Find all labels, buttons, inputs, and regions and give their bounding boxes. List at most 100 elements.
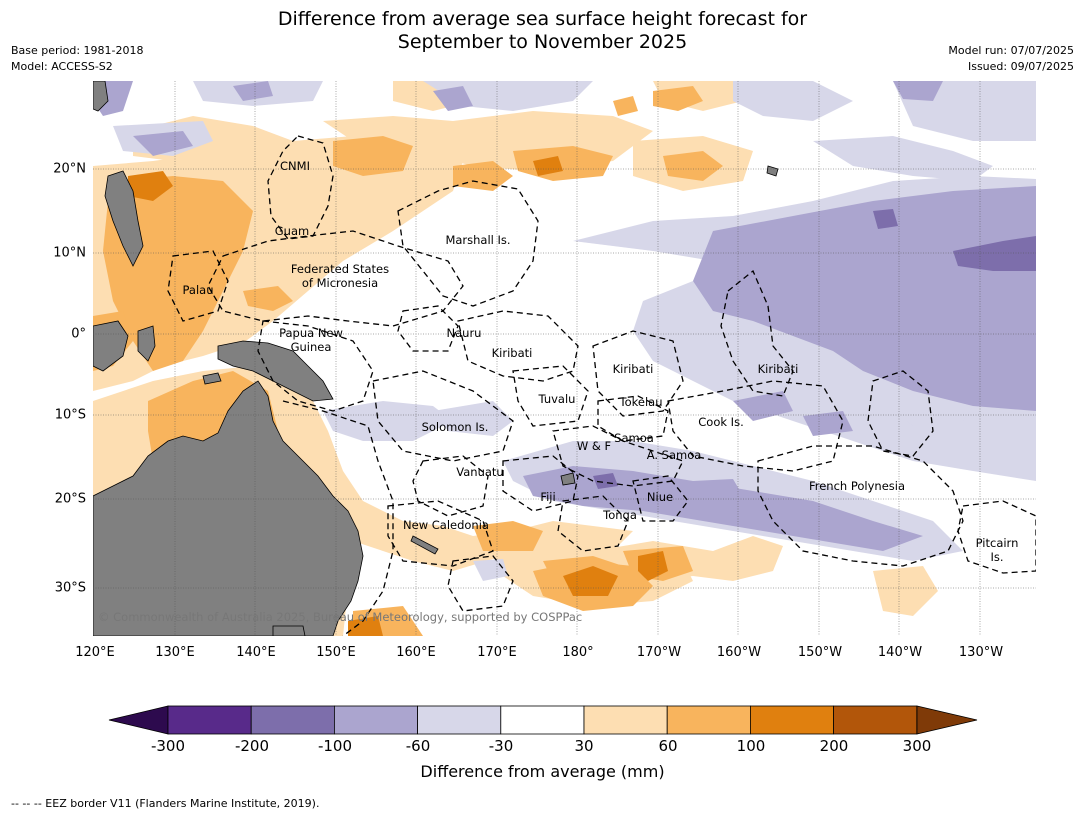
australia [93, 380, 364, 636]
label-cook: Cook Is. [698, 415, 743, 429]
label-fiji: Fiji [540, 490, 555, 504]
lon-tick-140e: 140°E [236, 645, 276, 660]
eez-legend-note: -- -- -- EEZ border V11 (Flanders Marine… [11, 797, 320, 810]
borneo [93, 320, 129, 372]
label-marshall: Marshall Is. [445, 233, 510, 247]
fiji [560, 472, 576, 486]
eez-tonga [557, 495, 629, 552]
colorbar-segment [833, 705, 918, 735]
label-tuvalu: Tuvalu [538, 392, 576, 406]
label-fsm-1: Federated States [291, 262, 389, 276]
colorbar-segment [250, 705, 335, 735]
base-period: Base period: 1981-2018 [11, 44, 144, 57]
lat-tick-20s: 20°S [54, 491, 86, 507]
lat-tick-10s: 10°S [54, 407, 86, 423]
label-wf: W & F [577, 439, 611, 453]
issued-date: Issued: 09/07/2025 [967, 60, 1074, 73]
colorbar-segment [583, 705, 668, 735]
model-run: Model run: 07/07/2025 [948, 44, 1074, 57]
label-tokelau: Tokelau [619, 395, 663, 409]
eez-kiribati-e [720, 269, 794, 397]
region-labels: CNMI Guam Marshall Is. Federated States … [183, 159, 1019, 564]
label-frpoly: French Polynesia [809, 479, 905, 493]
eez-tokelau [597, 395, 669, 442]
cb-label-60: 60 [658, 737, 678, 755]
tasmania [272, 625, 306, 636]
eez-vanuatu [412, 455, 489, 517]
lon-tick-140w: 140°W [877, 645, 923, 660]
colorbar-segment [666, 705, 751, 735]
label-kiribati-w: Kiribati [492, 346, 533, 360]
sea-surface-height-map: CNMI Guam Marshall Is. Federated States … [93, 81, 1036, 636]
eez-kiribati-w [457, 310, 579, 382]
anomaly-neg-60-100 [93, 81, 1036, 551]
colorbar-extend-low [108, 705, 169, 735]
sulawesi [137, 325, 156, 362]
label-palau: Palau [183, 283, 214, 297]
lon-tick-160w: 160°W [716, 645, 762, 660]
east-timor [202, 372, 222, 385]
label-samoa: Samoa [614, 431, 654, 445]
lon-tick-130w: 130°W [958, 645, 1004, 660]
meta-right: Model run: 07/07/2025 Issued: 09/07/2025 [948, 43, 1074, 75]
label-pitcairn-1: Pitcairn [976, 536, 1019, 550]
lon-tick-120e: 120°E [75, 645, 115, 660]
anomaly-neg-100-200 [593, 209, 1036, 489]
label-asamoa: A. Samoa [647, 448, 702, 462]
label-solomon: Solomon Is. [422, 420, 489, 434]
colorbar-title: Difference from average (mm) [420, 762, 665, 781]
eez-australia [282, 400, 394, 636]
land [93, 81, 779, 636]
eez-tuvalu [512, 365, 589, 427]
lon-tick-170w: 170°W [636, 645, 682, 660]
eez-borders [167, 135, 1036, 636]
label-newcal: New Caledonia [403, 518, 489, 532]
label-cnmi: CNMI [280, 159, 310, 173]
lat-tick-20n: 20°N [53, 161, 86, 177]
lat-tick-0: 0° [71, 326, 86, 342]
label-niue: Niue [647, 490, 673, 504]
cb-label-neg100: -100 [317, 737, 353, 755]
cb-label-30: 30 [574, 737, 594, 755]
colorbar-segment [750, 705, 835, 735]
eez-kiribati-c [592, 330, 684, 417]
colorbar-segment [167, 705, 252, 735]
colorbar [108, 705, 978, 735]
lat-tick-30s: 30°S [54, 580, 86, 596]
label-guam: Guam [275, 224, 309, 238]
model-name: Model: ACCESS-S2 [11, 60, 113, 73]
lon-tick-180: 180° [562, 645, 594, 660]
title-line-1: Difference from average sea surface heig… [277, 8, 808, 30]
cb-label-neg200: -200 [234, 737, 270, 755]
label-vanuatu: Vanuatu [456, 465, 503, 479]
colorbar-segment [333, 705, 418, 735]
new-caledonia [410, 535, 439, 555]
lon-tick-160e: 160°E [396, 645, 436, 660]
label-fsm-2: of Micronesia [302, 276, 378, 290]
colorbar-segment [417, 705, 502, 735]
hawaii [766, 165, 779, 177]
colorbar-extend-high [916, 705, 978, 735]
philippines [104, 170, 144, 267]
label-kiribati-c: Kiribati [613, 362, 654, 376]
cb-label-300: 300 [902, 737, 932, 755]
lon-tick-150w: 150°W [797, 645, 843, 660]
label-nauru: Nauru [447, 326, 482, 340]
cb-label-neg30: -30 [488, 737, 514, 755]
eez-solomon [372, 370, 514, 462]
eez-cnmi [267, 135, 334, 240]
label-tonga: Tonga [602, 508, 637, 522]
map-title: Difference from average sea surface heig… [0, 8, 1085, 54]
cb-label-neg300: -300 [150, 737, 186, 755]
copyright-notice: © Commonwealth of Australia 2025, Bureau… [98, 610, 583, 624]
eez-kermadec [447, 555, 514, 612]
lon-tick-130e: 130°E [155, 645, 195, 660]
new-guinea [217, 340, 334, 402]
graticule [93, 81, 1036, 636]
eez-cook [667, 380, 844, 472]
eez-frpoly-east [867, 370, 934, 457]
lon-tick-170e: 170°E [477, 645, 517, 660]
eez-marshall [397, 180, 539, 307]
eez-fiji [502, 455, 579, 512]
lon-tick-150e: 150°E [316, 645, 356, 660]
